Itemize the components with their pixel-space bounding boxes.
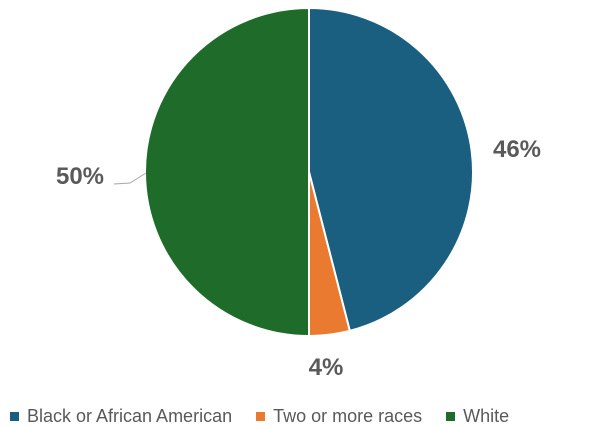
legend-swatch-two-or-more [256,411,266,421]
legend-item-two-or-more: Two or more races [256,406,422,427]
data-labels: 46% 4% 50% [56,136,541,381]
legend-label-black: Black or African American [27,405,233,426]
legend-swatch-white [446,411,456,421]
white-leader-line [113,172,147,185]
data-label-white: 50% [56,163,104,190]
data-label-black: 46% [493,136,541,163]
legend-label-white: White [463,405,510,426]
pie-slices [144,7,474,337]
legend-item-white: White [446,406,509,427]
legend: Black or African American Two or more ra… [10,404,533,428]
pie-slice-white [144,7,310,337]
legend-item-black: Black or African American [10,406,232,427]
pie-slice-black [308,7,474,332]
legend-swatch-black [10,411,19,421]
legend-label-two-or-more: Two or more races [273,405,423,426]
data-label-two-or-more: 4% [309,354,344,381]
